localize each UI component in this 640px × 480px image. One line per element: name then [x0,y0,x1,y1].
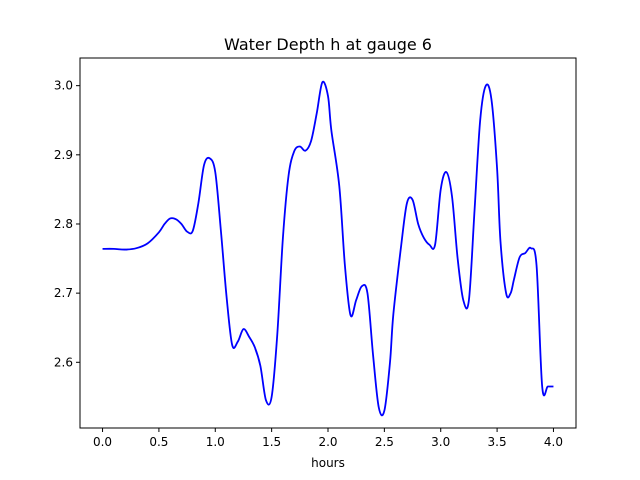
chart-title: Water Depth h at gauge 6 [224,35,432,54]
y-tick-label: 2.8 [54,217,73,231]
y-axis: 2.6 2.7 2.8 2.9 3.0 [54,79,80,369]
x-tick-label: 1.5 [262,435,281,449]
y-tick-label: 3.0 [54,79,73,93]
x-tick-label: 3.5 [488,435,507,449]
y-tick-label: 2.9 [54,148,73,162]
x-tick-label: 3.0 [431,435,450,449]
x-axis-label: hours [311,456,345,470]
x-tick-label: 0.5 [149,435,168,449]
x-tick-label: 2.5 [375,435,394,449]
series-line [102,80,554,417]
x-axis: 0.0 0.5 1.0 1.5 2.0 2.5 3.0 3.5 4.0 [93,428,563,449]
y-tick-label: 2.6 [54,355,73,369]
y-tick-label: 2.7 [54,286,73,300]
x-tick-label: 0.0 [93,435,112,449]
x-tick-label: 2.0 [318,435,337,449]
plot-area [79,57,577,429]
x-tick-label: 4.0 [544,435,563,449]
plot-frame [79,57,577,429]
x-tick-label: 1.0 [206,435,225,449]
